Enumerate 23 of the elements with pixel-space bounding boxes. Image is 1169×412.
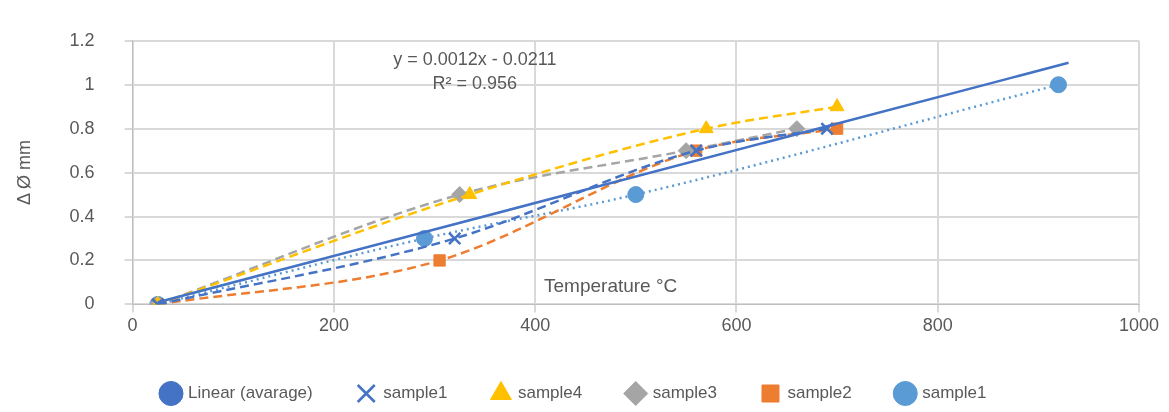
annotation: y = 0.0012x - 0.0211 [393,48,557,69]
legend-label: sample2 [787,383,852,403]
legend-label: sample1 [383,383,448,403]
x-tick-label: 600 [721,315,752,336]
annotation: R² = 0.956 [432,72,518,93]
x-tick-label: 400 [520,315,551,336]
y-tick-label: 0.2 [69,249,95,270]
y-axis-title: Δ Ø mm [13,140,34,206]
y-tick-label: 0.8 [69,117,95,138]
y-tick-label: 1 [84,73,95,94]
legend-label: Linear (avarage) [187,383,313,403]
legend-label: sample1 [922,383,987,403]
y-tick-label: 0.6 [69,161,95,182]
x-axis-title: Temperature °C [544,274,678,296]
x-tick-label: 800 [922,315,953,336]
y-tick-label: 0 [84,293,95,314]
legend-label: sample4 [517,383,583,403]
legend-label: sample3 [652,383,718,403]
x-tick-label: 0 [127,315,138,336]
y-tick-label: 0.4 [69,205,95,226]
y-tick-label: 1.2 [69,29,95,50]
x-tick-label: 200 [318,315,349,336]
x-tick-label: 1000 [1118,315,1160,336]
